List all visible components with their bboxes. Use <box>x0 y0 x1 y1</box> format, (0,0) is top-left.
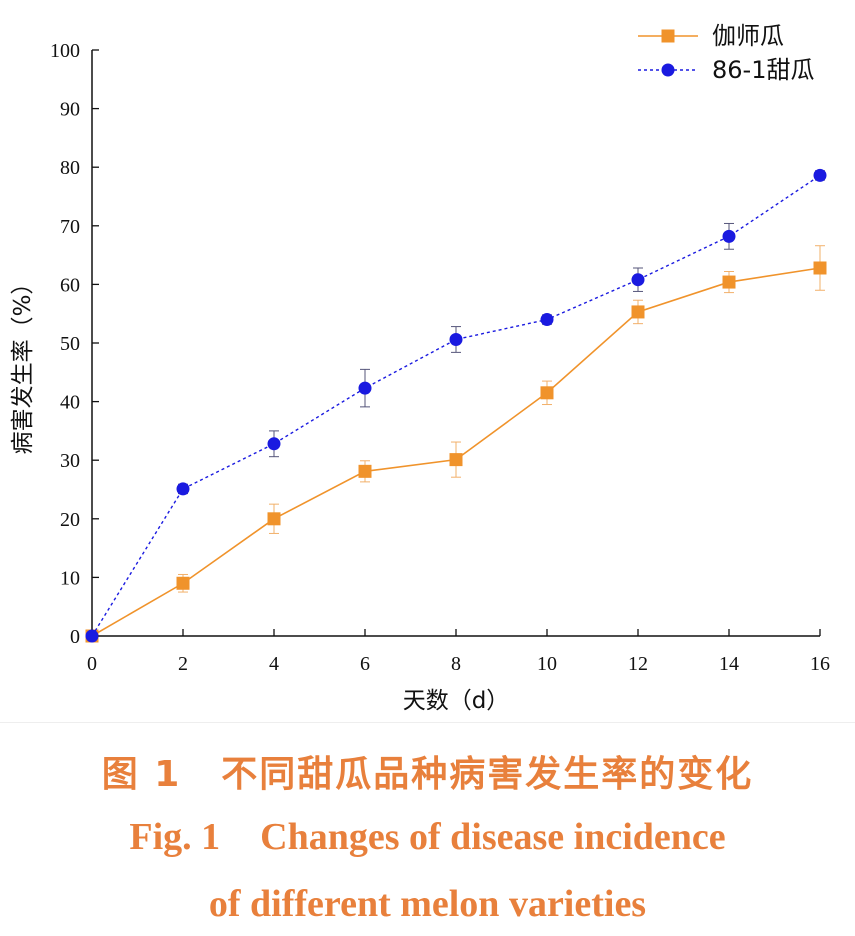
y-tick-label: 60 <box>60 274 80 296</box>
legend-item: 伽师瓜 <box>638 22 784 50</box>
legend-label: 伽师瓜 <box>712 22 784 50</box>
y-tick-label: 0 <box>70 626 80 648</box>
x-tick-label: 16 <box>810 653 830 675</box>
caption-cn-label: 图 1 <box>101 754 182 795</box>
x-tick-label: 0 <box>87 653 97 675</box>
series-jiashi-melon <box>85 245 827 643</box>
x-tick-label: 10 <box>537 653 557 675</box>
data-point-square <box>813 261 827 275</box>
legend-label: 86-1甜瓜 <box>712 56 814 84</box>
data-point-circle <box>631 273 645 287</box>
caption-en-text-line1: Changes of disease incidence <box>260 816 726 858</box>
data-point-square <box>176 576 190 590</box>
caption-en-label: Fig. 1 <box>129 816 221 858</box>
legend-marker-square <box>661 29 675 43</box>
data-point-circle <box>85 629 99 643</box>
legend-item: 86-1甜瓜 <box>638 56 814 84</box>
x-tick-label: 2 <box>178 653 188 675</box>
y-tick-label: 20 <box>60 509 80 531</box>
data-point-circle <box>176 482 190 496</box>
data-point-square <box>722 275 736 289</box>
x-tick-label: 14 <box>719 653 739 675</box>
y-tick-label: 70 <box>60 216 80 238</box>
data-point-square <box>449 453 463 467</box>
figure-caption-english-line2: of different melon varieties <box>0 882 855 926</box>
x-tick-label: 8 <box>451 653 461 675</box>
data-point-circle <box>722 229 736 243</box>
y-tick-label: 90 <box>60 99 80 121</box>
caption-cn-text: 不同甜瓜品种病害发生率的变化 <box>221 754 754 795</box>
x-tick-label: 12 <box>628 653 648 675</box>
x-tick-label: 4 <box>269 653 279 675</box>
y-tick-label: 80 <box>60 157 80 179</box>
y-tick-label: 30 <box>60 450 80 472</box>
y-tick-label: 10 <box>60 567 80 589</box>
data-point-circle <box>813 168 827 182</box>
figure-caption-chinese: 图 1 不同甜瓜品种病害发生率的变化 <box>0 745 855 797</box>
x-tick-label: 6 <box>360 653 370 675</box>
series-melon-86-1 <box>85 168 827 643</box>
data-point-circle <box>540 313 554 327</box>
figure-caption-english-line1: Fig. 1 Changes of disease incidence <box>0 815 855 859</box>
divider <box>0 722 855 723</box>
y-tick-label: 100 <box>50 40 80 62</box>
series-line <box>91 174 821 637</box>
x-axis-title: 天数（d） <box>403 688 510 714</box>
caption-en-text-line2: of different melon varieties <box>208 883 647 925</box>
y-tick-label: 40 <box>60 392 80 414</box>
data-point-circle <box>267 437 281 451</box>
y-axis-title: 病害发生率（%） <box>10 272 36 455</box>
y-tick-label: 50 <box>60 333 80 355</box>
data-point-square <box>358 464 372 478</box>
data-point-circle <box>358 381 372 395</box>
data-point-circle <box>449 332 463 346</box>
data-point-square <box>267 512 281 526</box>
data-point-square <box>540 386 554 400</box>
chart-area: 0 10 20 30 40 50 60 70 80 90 100 0 2 4 6 8 10 12 14 16 天数（d）… <box>10 22 830 714</box>
legend-marker-circle <box>661 63 675 77</box>
data-point-square <box>631 305 645 319</box>
line-chart: 0 10 20 30 40 50 60 70 80 90 100 0 2 4 6 8 10 12 14 16 天数（d）… <box>10 22 830 714</box>
